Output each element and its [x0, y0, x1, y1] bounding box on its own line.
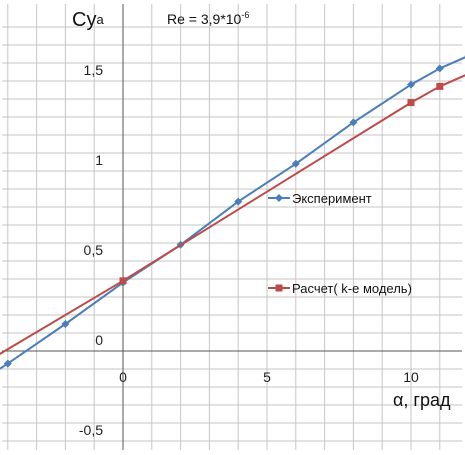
y-tick-label: 1: [95, 152, 103, 168]
y-tick-label: 0: [95, 332, 103, 348]
grid: [2, 4, 462, 450]
series-2: [0, 74, 465, 355]
axes: [2, 4, 462, 450]
legend-marker: [275, 284, 283, 292]
x-tick-label: 0: [119, 369, 127, 385]
tick-labels: -505101520-0,500,511,5: [79, 62, 419, 438]
series-line: [0, 56, 465, 370]
legend-marker: [275, 194, 283, 202]
data-point: [61, 320, 70, 328]
legend-label: Эксперимент: [292, 191, 372, 206]
data-point: [119, 277, 127, 285]
data-point: [436, 82, 444, 90]
legend-item-1: Эксперимент: [268, 191, 372, 206]
data-point: [435, 64, 444, 73]
y-tick-label: -0,5: [79, 422, 103, 438]
legend: Эксперимент Расчет( k-e модель): [268, 191, 412, 296]
y-axis-label-sub: a: [96, 12, 104, 27]
x-tick-label: 10: [403, 369, 419, 385]
x-axis-label: α, град: [393, 390, 451, 410]
data-point: [407, 80, 415, 89]
legend-item-2: Расчет( k-e модель): [268, 281, 412, 296]
series-layer: [0, 55, 465, 370]
y-tick-label: 1,5: [84, 62, 104, 78]
title-exponent: -6: [241, 10, 249, 20]
data-point: [407, 99, 415, 107]
data-point: [3, 359, 12, 368]
x-tick-label: 5: [263, 369, 271, 385]
chart-title: Re = 3,9*10-6: [167, 10, 249, 27]
y-tick-label: 0,5: [84, 242, 104, 258]
legend-label: Расчет( k-e модель): [292, 281, 412, 296]
data-point: [234, 197, 243, 206]
y-axis-label: Cya: [72, 9, 104, 31]
data-point: [291, 159, 300, 168]
series-1: [0, 55, 465, 370]
data-point: [349, 118, 358, 127]
